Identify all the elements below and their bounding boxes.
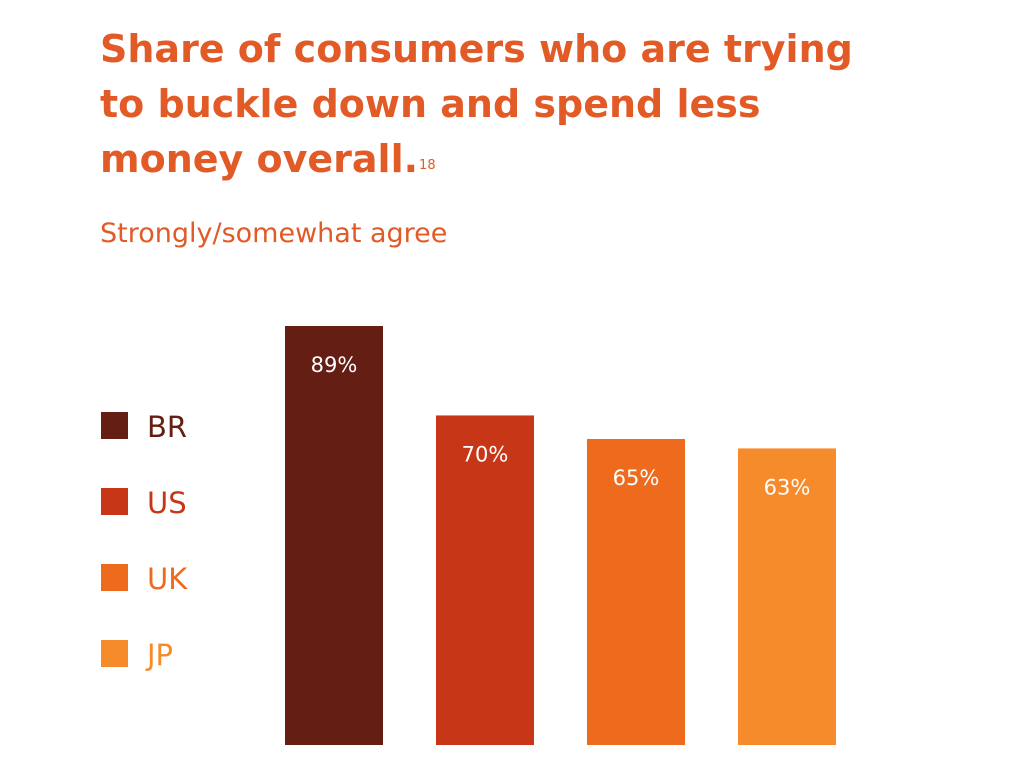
bar-value-label-uk: 65% bbox=[613, 466, 660, 490]
footnote-marker: 18 bbox=[419, 158, 436, 173]
legend-label-us: US bbox=[147, 486, 187, 520]
legend-swatch-uk bbox=[101, 564, 128, 591]
bar-br bbox=[285, 326, 383, 745]
legend-swatch-br bbox=[101, 412, 128, 439]
bar-value-label-br: 89% bbox=[311, 353, 358, 377]
bar-us bbox=[436, 415, 534, 745]
chart-subtitle: Strongly/somewhat agree bbox=[100, 218, 448, 249]
legend-label-uk: UK bbox=[147, 562, 188, 596]
bar-jp bbox=[738, 448, 836, 745]
bar-uk bbox=[587, 438, 685, 745]
chart-title: Share of consumers who are trying to buc… bbox=[100, 22, 900, 187]
bar-value-label-us: 70% bbox=[462, 442, 509, 466]
legend-swatch-us bbox=[101, 488, 128, 515]
legend-label-jp: JP bbox=[145, 638, 173, 672]
bar-value-label-jp: 63% bbox=[764, 475, 811, 499]
chart-title-line-3: money overall. bbox=[100, 137, 419, 181]
chart-title-line-1: Share of consumers who are trying bbox=[100, 27, 853, 71]
legend-swatch-jp bbox=[101, 640, 128, 667]
legend-label-br: BR bbox=[147, 410, 187, 444]
chart-title-line-2: to buckle down and spend less bbox=[100, 82, 761, 126]
